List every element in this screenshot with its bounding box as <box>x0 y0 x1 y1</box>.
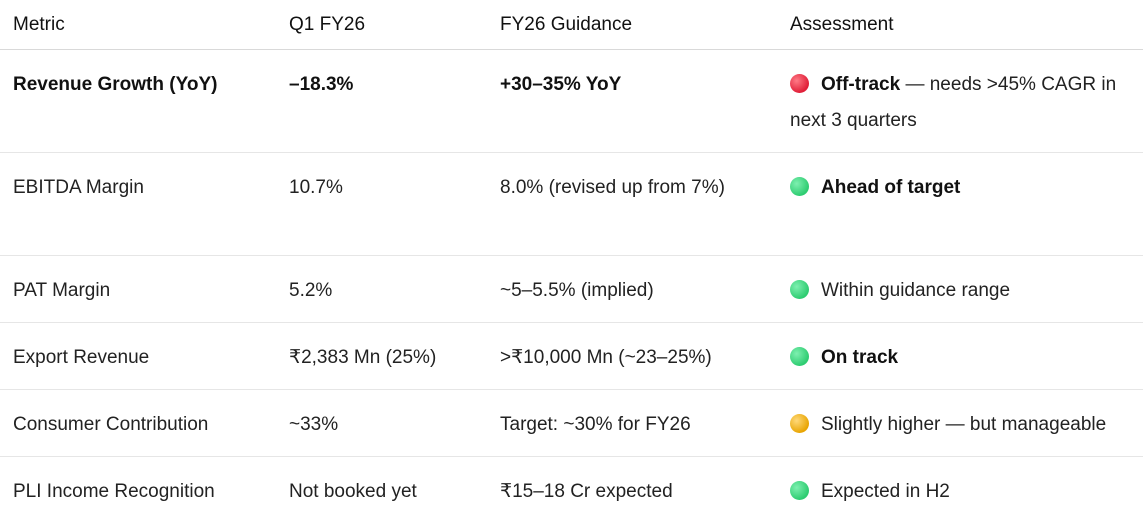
guidance-cell: ₹15–18 Cr expected <box>500 481 673 502</box>
guidance-cell: Target: ~30% for FY26 <box>500 414 691 435</box>
q1-cell: –18.3% <box>289 74 354 95</box>
metric-cell: PAT Margin <box>13 280 111 301</box>
assessment-cell: Ahead of target <box>777 170 1143 241</box>
assessment-bold: On track <box>821 347 899 368</box>
q1-cell: ~33% <box>289 414 339 435</box>
table-row: EBITDA Margin 10.7% 8.0% (revised up fro… <box>0 153 1143 256</box>
table-row: PLI Income Recognition Not booked yet ₹1… <box>0 457 1143 521</box>
header-metric: Metric <box>13 13 65 35</box>
table-row: Consumer Contribution ~33% Target: ~30% … <box>0 390 1143 457</box>
red-circle-icon <box>790 74 809 93</box>
assessment-cell: Expected in H2 <box>777 474 1143 507</box>
assessment-bold: Off-track <box>821 74 901 95</box>
table-row: PAT Margin 5.2% ~5–5.5% (implied) Within… <box>0 256 1143 323</box>
guidance-cell: 8.0% (revised up from 7%) <box>500 177 725 198</box>
assessment-text: Within guidance range <box>821 280 1011 301</box>
assessment-cell: Slightly higher — but manageable <box>777 407 1143 442</box>
assessment-text: Slightly higher — but manageable <box>821 414 1107 435</box>
metric-cell: Export Revenue <box>13 347 150 368</box>
green-circle-icon <box>790 280 809 299</box>
q1-cell: ₹2,383 Mn (25%) <box>289 347 437 368</box>
green-circle-icon <box>790 177 809 196</box>
metric-cell: EBITDA Margin <box>13 177 144 198</box>
table-row: Export Revenue ₹2,383 Mn (25%) >₹10,000 … <box>0 323 1143 390</box>
guidance-cell: >₹10,000 Mn (~23–25%) <box>500 347 712 368</box>
table-row: Revenue Growth (YoY) –18.3% +30–35% YoY … <box>0 50 1143 153</box>
q1-cell: Not booked yet <box>289 481 417 502</box>
assessment-cell: Within guidance range <box>777 273 1143 308</box>
assessment-cell: On track <box>777 340 1143 375</box>
metric-cell: PLI Income Recognition <box>13 481 215 502</box>
assessment-bold: Ahead of target <box>821 177 961 198</box>
green-circle-icon <box>790 347 809 366</box>
q1-cell: 10.7% <box>289 177 343 198</box>
metric-cell: Consumer Contribution <box>13 414 209 435</box>
guidance-cell: +30–35% YoY <box>500 74 622 95</box>
assessment-text: — needs >45% CAGR in next 3 quarters <box>790 74 1117 131</box>
assessment-text: Expected in H2 <box>821 481 950 502</box>
guidance-cell: ~5–5.5% (implied) <box>500 280 654 301</box>
header-q1-fy26: Q1 FY26 <box>289 13 366 35</box>
green-circle-icon <box>790 481 809 500</box>
table-header: Metric Q1 FY26 FY26 Guidance Assessment <box>0 0 1143 50</box>
q1-cell: 5.2% <box>289 280 333 301</box>
header-fy26-guidance: FY26 Guidance <box>500 13 633 35</box>
assessment-cell: Off-track — needs >45% CAGR in next 3 qu… <box>777 67 1143 138</box>
header-assessment: Assessment <box>790 13 894 35</box>
yellow-circle-icon <box>790 414 809 433</box>
metric-cell: Revenue Growth (YoY) <box>13 74 218 95</box>
